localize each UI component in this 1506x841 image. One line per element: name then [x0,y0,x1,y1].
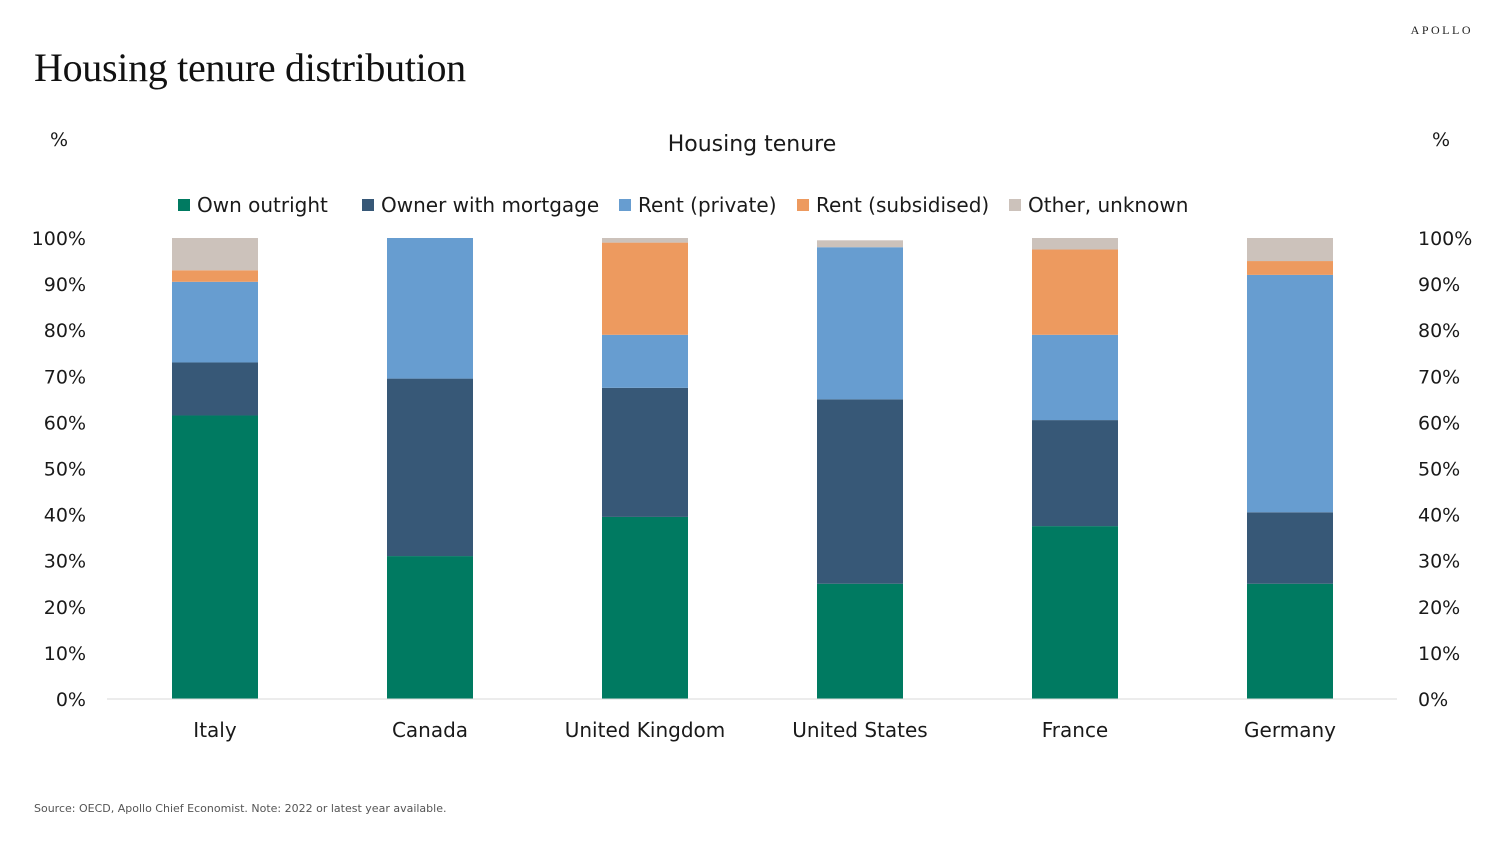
x-tick-label: France [1042,718,1109,742]
x-tick-label: United Kingdom [565,718,726,742]
y-axis-right: 0% 10% 20% 30% 40% 50% 60% 70% 80% 90% 100% [1418,228,1472,711]
y-tick-label-left: 60% [44,412,86,434]
y-tick-label-left: 10% [44,643,86,665]
bar-segment-rent-private-germany [1247,274,1333,513]
bar-segment-other-unknown-united-kingdom [602,238,688,243]
y-tick-label-right: 50% [1418,459,1460,481]
y-tick-label-left: 40% [44,505,86,527]
legend-item: Owner with mortgage [362,193,599,217]
x-tick-label: Italy [193,718,237,742]
y-tick-label-right: 40% [1418,505,1460,527]
y-tick-label-right: 20% [1418,597,1460,619]
legend-label: Rent (private) [638,193,777,217]
y-axis-left: 0% 10% 20% 30% 40% 50% 60% 70% 80% 90% 100% [32,228,86,711]
y-tick-label-left: 70% [44,366,86,388]
x-tick-label: Germany [1244,718,1336,742]
bar-segment-own-outright-united-kingdom [602,516,688,699]
legend-swatch [1009,199,1021,211]
bar-segment-owner-with-mortgage-united-states [817,399,903,584]
bar-segment-owner-with-mortgage-italy [172,362,258,416]
x-tick-label: Canada [392,718,468,742]
bar-segment-own-outright-germany [1247,583,1333,699]
y-axis-unit-right: % [1432,129,1450,151]
chart-title: Housing tenure [668,132,837,157]
brand-logo-text: APOLLO [1410,23,1473,37]
bar-segment-own-outright-italy [172,415,258,699]
y-tick-label-right: 70% [1418,366,1460,388]
bar-segment-owner-with-mortgage-canada [387,378,473,557]
y-tick-label-left: 80% [44,320,86,342]
y-tick-label-right: 90% [1418,274,1460,296]
y-tick-label-left: 100% [32,228,86,250]
bar-segment-other-unknown-italy [172,238,258,271]
legend-swatch [797,199,809,211]
page-title: Housing tenure distribution [34,45,466,90]
bar-segment-own-outright-united-states [817,583,903,699]
chart-legend: Own outright Owner with mortgage Rent (pri… [178,193,1188,217]
y-axis-unit-left: % [50,129,68,151]
bar-segment-owner-with-mortgage-united-kingdom [602,387,688,517]
y-tick-label-left: 30% [44,551,86,573]
y-tick-label-left: 0% [56,689,86,711]
y-tick-label-right: 0% [1418,689,1448,711]
legend-swatch [619,199,631,211]
legend-item: Other, unknown [1009,193,1188,217]
bar-segment-other-unknown-germany [1247,238,1333,262]
legend-item: Rent (subsidised) [797,193,989,217]
legend-label: Other, unknown [1028,193,1188,217]
bar-segment-rent-subsidised-italy [172,270,258,282]
legend-item: Own outright [178,193,328,217]
legend-label: Own outright [197,193,328,217]
y-tick-label-left: 90% [44,274,86,296]
y-tick-label-right: 30% [1418,551,1460,573]
bar-segment-rent-private-france [1032,334,1118,421]
y-tick-label-right: 60% [1418,412,1460,434]
y-tick-label-right: 80% [1418,320,1460,342]
bar-segment-other-unknown-france [1032,238,1118,250]
bar-segment-owner-with-mortgage-france [1032,420,1118,527]
bar-segment-rent-subsidised-france [1032,249,1118,335]
y-tick-label-right: 10% [1418,643,1460,665]
bars-group [172,238,1333,699]
bar-segment-rent-private-united-kingdom [602,334,688,388]
bar-segment-rent-private-canada [387,238,473,379]
legend-swatch [178,199,190,211]
legend-label: Owner with mortgage [381,193,599,217]
x-axis: Italy Canada United Kingdom United States Fr… [193,718,1336,742]
y-tick-label-right: 100% [1418,228,1472,250]
bar-segment-rent-subsidised-germany [1247,261,1333,275]
y-tick-label-left: 20% [44,597,86,619]
legend-label: Rent (subsidised) [816,193,989,217]
x-tick-label: United States [792,718,927,742]
bar-segment-other-unknown-united-states [817,240,903,248]
bar-segment-rent-private-united-states [817,247,903,400]
source-note: Source: OECD, Apollo Chief Economist. No… [34,802,447,815]
legend-swatch [362,199,374,211]
y-tick-label-left: 50% [44,459,86,481]
bar-segment-rent-subsidised-united-kingdom [602,242,688,335]
bar-segment-own-outright-canada [387,556,473,699]
bar-segment-rent-private-italy [172,281,258,363]
bar-segment-owner-with-mortgage-germany [1247,512,1333,584]
bar-segment-own-outright-france [1032,526,1118,699]
legend-item: Rent (private) [619,193,777,217]
